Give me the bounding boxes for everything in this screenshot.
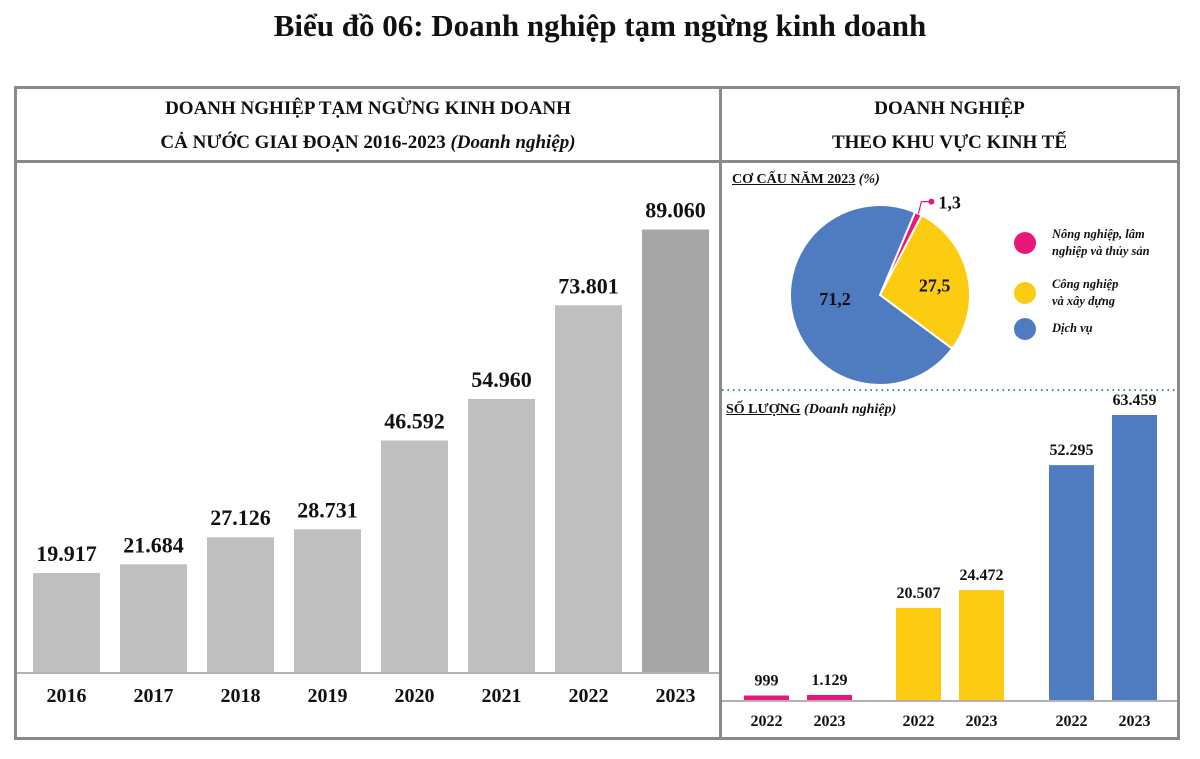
- bar-2021: [468, 398, 535, 672]
- left-header-line2: CẢ NƯỚC GIAI ĐOẠN 2016-2023 (Doanh nghiệ…: [160, 132, 576, 153]
- left-header-line1: DOANH NGHIỆP TẠM NGỪNG KINH DOANH: [165, 98, 571, 119]
- pie-label-industry: 27,5: [919, 275, 951, 295]
- pie-slice-1: [878, 213, 971, 351]
- right-panel-header: DOANH NGHIỆP THEO KHU VỰC KINH TẾ: [722, 92, 1177, 160]
- left-panel-header: DOANH NGHIỆP TẠM NGỪNG KINH DOANH CẢ NƯỚ…: [17, 92, 719, 160]
- bar-label-2022: 73.801: [558, 273, 619, 298]
- legend-swatch-services: [1014, 318, 1036, 340]
- x-tick-group1-2022: 2022: [903, 713, 935, 730]
- bar-label-group2-2022: 52.295: [1050, 442, 1094, 459]
- x-tick-group2-2022: 2022: [1056, 713, 1088, 730]
- bar-label-2023: 89.060: [645, 198, 706, 223]
- bar-group2-2023: [1112, 415, 1157, 700]
- bar-group0-2023: [807, 694, 852, 700]
- bar-2016: [33, 573, 100, 672]
- x-tick-2020: 2020: [395, 685, 435, 707]
- legend-item-services: Dịch vụ: [1014, 318, 1093, 340]
- pie-slice-2: [789, 204, 954, 386]
- bar-subtitle: SỐ LƯỢNG (Doanh nghiệp): [726, 402, 897, 417]
- pie-label-agriculture: 1,3: [938, 193, 961, 213]
- bar-label-2016: 19.917: [36, 541, 97, 566]
- bar-label-2020: 46.592: [384, 409, 445, 434]
- x-tick-2022: 2022: [569, 685, 609, 707]
- x-tick-group0-2023: 2023: [814, 713, 846, 730]
- pie-subtitle: CƠ CẤU NĂM 2023 (%): [732, 172, 880, 187]
- legend-swatch-agriculture: [1014, 232, 1036, 254]
- bar-label-2017: 21.684: [123, 532, 184, 557]
- bar-label-group2-2023: 63.459: [1113, 392, 1157, 409]
- legend-item-industry: Công nghiệp và xây dựng: [1014, 276, 1118, 310]
- bar-group0-2022: [744, 695, 789, 700]
- x-tick-group1-2023: 2023: [966, 713, 998, 730]
- bar-label-2018: 27.126: [210, 505, 271, 530]
- bar-label-group0-2023: 1.129: [812, 672, 848, 689]
- bar-2022: [555, 305, 622, 672]
- right-header-line1: DOANH NGHIỆP: [874, 98, 1025, 119]
- x-tick-2021: 2021: [482, 685, 522, 707]
- main-title: Biểu đồ 06: Doanh nghiệp tạm ngừng kinh …: [273, 8, 927, 43]
- header-divider: [14, 160, 1180, 163]
- bar-label-group1-2022: 20.507: [897, 585, 941, 602]
- bar-label-2021: 54.960: [471, 367, 532, 392]
- bar-2023: [642, 229, 709, 672]
- pie-label-services: 71,2: [819, 289, 851, 309]
- x-tick-group2-2023: 2023: [1119, 713, 1151, 730]
- x-tick-2018: 2018: [221, 685, 261, 707]
- right-header-line2: THEO KHU VỰC KINH TẾ: [831, 132, 1068, 153]
- pie-leader-line: [917, 201, 931, 214]
- legend-item-agriculture: Nông nghiệp, lâm nghiệp và thủy sản: [1014, 226, 1150, 260]
- bar-group1-2022: [896, 607, 941, 700]
- x-tick-group0-2022: 2022: [751, 713, 783, 730]
- bar-2019: [294, 529, 361, 672]
- legend-swatch-industry: [1014, 282, 1036, 304]
- panel-divider: [719, 86, 722, 740]
- left-header-unit: (Doanh nghiệp): [450, 132, 576, 153]
- x-tick-2017: 2017: [134, 685, 174, 707]
- x-tick-2016: 2016: [47, 685, 87, 707]
- bar-2017: [120, 564, 187, 672]
- x-tick-2023: 2023: [656, 685, 696, 707]
- bar-2020: [381, 440, 448, 672]
- bar-label-2019: 28.731: [297, 497, 358, 522]
- bar-label-group0-2022: 999: [755, 673, 779, 690]
- x-tick-2019: 2019: [308, 685, 348, 707]
- bar-label-group1-2023: 24.472: [960, 567, 1004, 584]
- pie-leader-dot: [928, 198, 935, 205]
- bar-group2-2022: [1049, 465, 1094, 700]
- chart-frame: [14, 86, 1180, 740]
- bar-2018: [207, 537, 274, 672]
- bar-group1-2023: [959, 590, 1004, 700]
